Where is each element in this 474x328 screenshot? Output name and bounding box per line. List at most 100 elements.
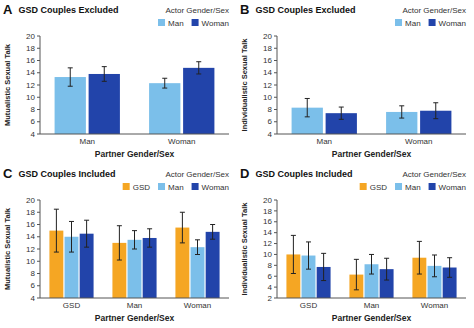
y-tick: [37, 224, 40, 225]
y-tick: [37, 48, 40, 49]
y-tick-label: 20: [26, 32, 35, 41]
panel-label: B: [240, 2, 249, 17]
error-stem: [197, 240, 198, 255]
y-tick-label: 6: [268, 117, 273, 126]
bar: [149, 83, 180, 134]
error-cap: [399, 105, 404, 106]
legend-item: Man: [158, 19, 184, 28]
legend-items: GSDManWoman: [360, 183, 466, 192]
x-tick-label: Woman: [184, 301, 211, 310]
y-tick-label: 4: [268, 130, 273, 139]
error-bar: [433, 103, 438, 119]
error-bar: [305, 98, 310, 116]
error-bar: [68, 68, 73, 86]
bar: [89, 74, 120, 134]
y-tick: [274, 121, 277, 122]
error-bar: [132, 231, 137, 249]
error-cap: [132, 249, 137, 250]
y-tick-label: 8: [31, 105, 36, 114]
x-axis-line: [277, 134, 466, 135]
legend-swatch: [123, 183, 130, 190]
x-axis-label: Partner Gender/Sex: [332, 149, 412, 159]
legend-label: Man: [405, 19, 421, 28]
y-tick-label: 10: [26, 257, 35, 266]
y-tick: [274, 200, 277, 201]
legend-swatch: [429, 19, 436, 26]
error-cap: [147, 228, 152, 229]
x-tick-label: Woman: [421, 301, 448, 310]
panel: 468101214161820ManWomanPartner Gender/Se…: [240, 2, 466, 159]
error-stem: [104, 67, 105, 82]
error-cap: [102, 66, 107, 67]
x-axis-label: Partner Gender/Sex: [95, 313, 175, 323]
y-tick-label: 8: [268, 261, 273, 270]
y-tick-label: 6: [31, 281, 36, 290]
y-tick: [37, 109, 40, 110]
legend-items: Man Woman: [158, 19, 229, 28]
y-tick-label: 10: [263, 93, 272, 102]
error-cap: [306, 241, 311, 242]
y-tick: [37, 273, 40, 274]
error-cap: [369, 254, 374, 255]
error-bar: [54, 209, 59, 252]
y-tick-label: 14: [26, 232, 35, 241]
y-tick-label: 10: [26, 93, 35, 102]
y-tick: [37, 121, 40, 122]
error-cap: [417, 274, 422, 275]
legend: Actor Gender/SexGSDManWoman: [123, 170, 229, 192]
legend-label: GSD: [133, 183, 151, 192]
error-bar: [102, 67, 107, 82]
y-tick-label: 10: [263, 250, 272, 259]
legend-swatch: [360, 183, 367, 190]
y-axis-label: Individualistic Sexual Talk: [240, 202, 249, 296]
y-tick-label: 14: [263, 228, 272, 237]
bar: [206, 232, 220, 298]
panel: 468101214161820GSDManWomanPartner Gender…: [3, 166, 229, 323]
error-bar: [447, 258, 452, 278]
error-cap: [117, 225, 122, 226]
error-bar: [162, 78, 167, 88]
y-tick-label: 16: [263, 56, 272, 65]
error-bar: [339, 107, 344, 119]
error-bar: [117, 226, 122, 260]
legend-swatch: [395, 19, 402, 26]
y-tick-label: 14: [263, 68, 272, 77]
legend-label: Woman: [439, 19, 466, 28]
bar: [143, 238, 157, 298]
y-tick-label: 18: [26, 44, 35, 53]
error-cap: [210, 224, 215, 225]
error-cap: [68, 86, 73, 87]
y-tick-label: 16: [263, 217, 272, 226]
legend-swatch: [192, 19, 199, 26]
y-tick-label: 18: [26, 208, 35, 217]
error-cap: [69, 252, 74, 253]
y-tick: [37, 85, 40, 86]
legend-swatch: [158, 183, 165, 190]
error-cap: [54, 252, 59, 253]
y-tick: [37, 36, 40, 37]
error-stem: [449, 258, 450, 278]
y-tick-label: 8: [31, 269, 36, 278]
error-cap: [354, 289, 359, 290]
legend-label: Man: [405, 183, 421, 192]
legend-label: Woman: [202, 19, 229, 28]
error-cap: [447, 257, 452, 258]
error-cap: [417, 241, 422, 242]
error-stem: [371, 254, 372, 274]
y-tick: [274, 221, 277, 222]
error-cap: [69, 221, 74, 222]
error-cap: [321, 280, 326, 281]
y-tick: [274, 48, 277, 49]
y-tick-label: 8: [268, 105, 273, 114]
panel-label: C: [3, 166, 13, 181]
y-tick-label: 6: [268, 272, 273, 281]
legend-item: Woman: [192, 19, 229, 28]
y-tick: [274, 36, 277, 37]
error-cap: [432, 254, 437, 255]
error-stem: [435, 103, 436, 119]
panel: 2468101214161820GSDManWomanPartner Gende…: [240, 166, 466, 323]
title: GSD Couples Included: [255, 169, 352, 179]
x-tick-label: Man: [79, 137, 95, 146]
error-cap: [432, 276, 437, 277]
y-tick-label: 14: [26, 68, 35, 77]
